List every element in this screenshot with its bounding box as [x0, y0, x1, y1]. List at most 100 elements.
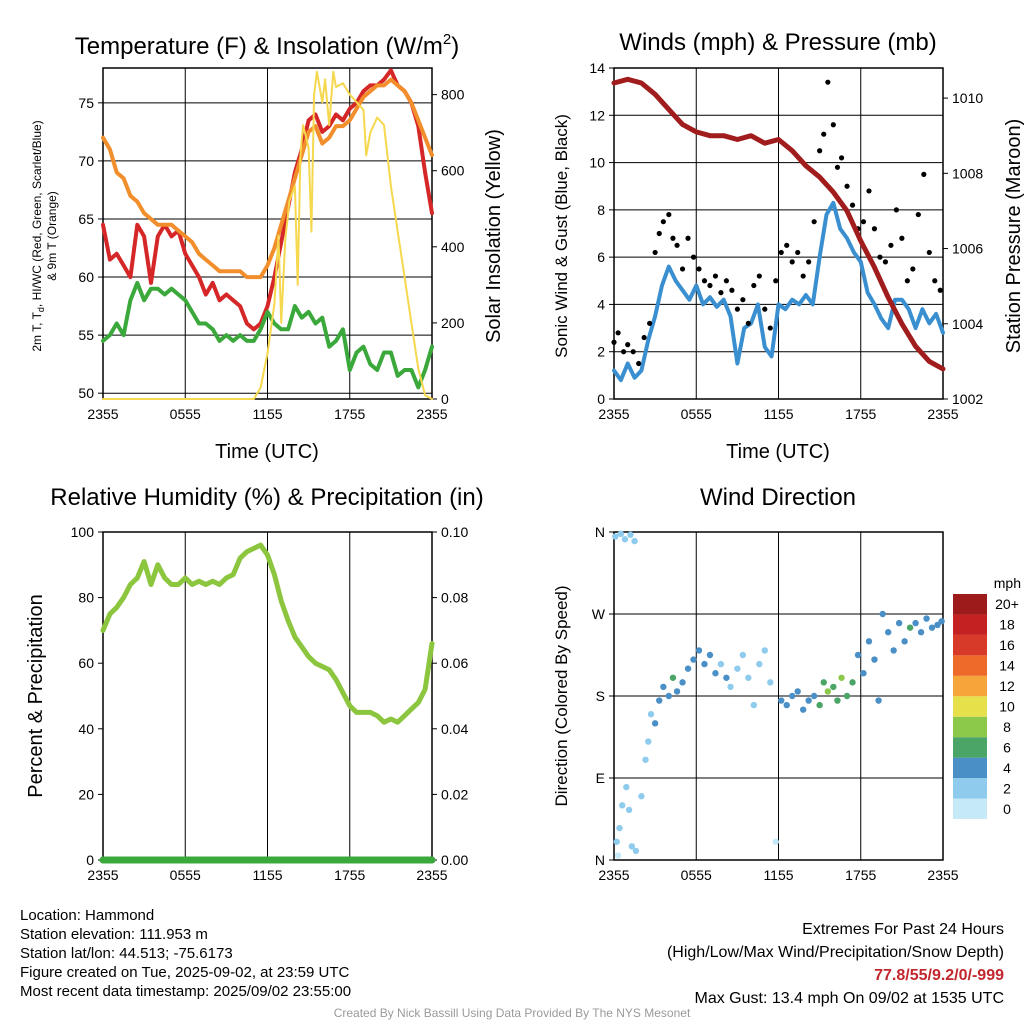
colorbar-label: 0: [1003, 801, 1011, 817]
gust-point: [762, 306, 768, 312]
y-tick-label: 75: [78, 95, 94, 111]
gust-point: [877, 254, 883, 260]
direction-point: [824, 688, 832, 695]
gust-point: [745, 320, 751, 326]
gust-point: [641, 334, 647, 341]
x-tick-label: 1155: [763, 406, 793, 422]
direction-point: [843, 692, 851, 700]
gust-point: [784, 242, 790, 248]
direction-point: [865, 638, 873, 645]
colorbar-label: 2: [1003, 780, 1011, 796]
gust-point: [685, 235, 691, 241]
direction-point: [879, 610, 886, 618]
direction-point: [884, 629, 892, 636]
temperature-plot-area: 2355 0555 1155 1755 2355 50 55 60 65 70 75 0 200 400 6…: [78, 67, 465, 422]
plot-frame: [613, 531, 944, 861]
direction-point: [727, 683, 734, 691]
gust-point: [751, 282, 757, 289]
direction-ylabel: Direction (Colored By Speed): [552, 585, 571, 806]
humidity-plot-area: 2355 0555 1155 1755 23550204060801000.000.02…: [71, 524, 469, 883]
gust-point: [915, 211, 921, 218]
gust-point: [838, 155, 845, 161]
x-tick-label: 2355: [416, 406, 447, 422]
gust-point: [825, 79, 831, 85]
humidity-panel: Relative Humidity (%) & Precipitation (i…: [25, 484, 484, 883]
direction-point: [651, 720, 659, 727]
direction-point: [854, 651, 862, 659]
series-line-relative-humidity: [100, 542, 435, 725]
x-tick-label: 2355: [598, 406, 629, 422]
y-tick-label: 14: [589, 60, 605, 76]
x-tick-label: 1755: [845, 867, 876, 883]
x-tick-label: 2355: [598, 867, 629, 883]
direction-point: [656, 697, 663, 704]
direction-point: [750, 701, 758, 709]
series-line-solar-insolation: [102, 70, 433, 400]
temperature-ylabel-line1: 2m T, Td, HI/WC (Red, Green, Scarlet/Blu…: [30, 120, 46, 351]
y2-tick-label: 0.08: [441, 590, 468, 606]
y2-tick-label: 0: [441, 391, 449, 407]
y-tick-label: 0: [597, 391, 605, 407]
direction-point: [669, 674, 677, 681]
gust-point: [712, 273, 719, 279]
direction-point: [838, 674, 845, 681]
colorbar-label: 12: [999, 678, 1015, 694]
direction-point: [938, 618, 945, 625]
x-tick-label: 2355: [927, 867, 958, 883]
y-tick-label: 60: [78, 655, 94, 671]
colorbar-label: 18: [999, 617, 1015, 633]
colorbar-swatch: [953, 594, 987, 615]
y-tick-label: E: [596, 770, 605, 786]
gust-point: [679, 266, 686, 272]
direction-point: [695, 647, 703, 654]
direction-point: [613, 838, 620, 845]
y2-tick-label: 0.02: [441, 786, 468, 802]
gust-point: [888, 242, 894, 248]
gust-point: [937, 287, 943, 293]
gust-point: [611, 339, 617, 345]
gust-point: [690, 254, 697, 260]
y-tick-label: 2: [597, 344, 605, 360]
direction-point: [619, 802, 626, 809]
created-text: Figure created on Tue, 2025-09-02, at 23…: [20, 964, 350, 981]
gust-point: [795, 249, 801, 256]
gust-point: [630, 349, 636, 355]
direction-point: [660, 683, 667, 691]
y2-tick-label: 1008: [952, 165, 983, 181]
direction-point: [684, 665, 692, 672]
gust-point: [860, 219, 867, 225]
y2-tick-label: 0.10: [441, 524, 468, 540]
direction-point: [621, 536, 629, 543]
colorbar-label: 8: [1003, 719, 1011, 735]
gust-point: [800, 273, 806, 279]
direction-point: [799, 706, 807, 713]
series-line-td: [101, 280, 434, 390]
direction-point: [890, 647, 897, 654]
direction-point: [871, 656, 878, 663]
credit-text: Created By Nick Bassill Using Data Provi…: [333, 1006, 691, 1020]
direction-point: [834, 697, 841, 704]
direction-point: [860, 670, 867, 677]
y-tick-label: 55: [78, 327, 94, 343]
latlon-text: Station lat/lon: 44.513; -75.6173: [20, 945, 233, 962]
y-tick-label: 12: [589, 107, 605, 123]
y2-tick-label: 1010: [952, 90, 983, 106]
direction-point: [739, 651, 747, 659]
direction-point: [917, 629, 925, 636]
direction-point: [830, 683, 837, 691]
y-tick-label: N: [595, 852, 605, 868]
direction-point: [679, 679, 686, 686]
colorbar-label: 14: [999, 658, 1015, 674]
y-tick-label: 70: [78, 153, 94, 169]
direction-point: [690, 656, 697, 663]
gust-point: [740, 297, 746, 303]
colorbar-swatch: [953, 696, 987, 717]
y2-tick-label: 0.00: [441, 852, 468, 868]
y2-tick-label: 1002: [952, 391, 983, 407]
gust-point: [844, 183, 850, 189]
direction-point: [906, 624, 914, 631]
direction-point: [928, 624, 936, 631]
direction-point: [623, 783, 630, 791]
gust-point: [660, 219, 666, 225]
x-tick-label: 0555: [170, 406, 201, 422]
